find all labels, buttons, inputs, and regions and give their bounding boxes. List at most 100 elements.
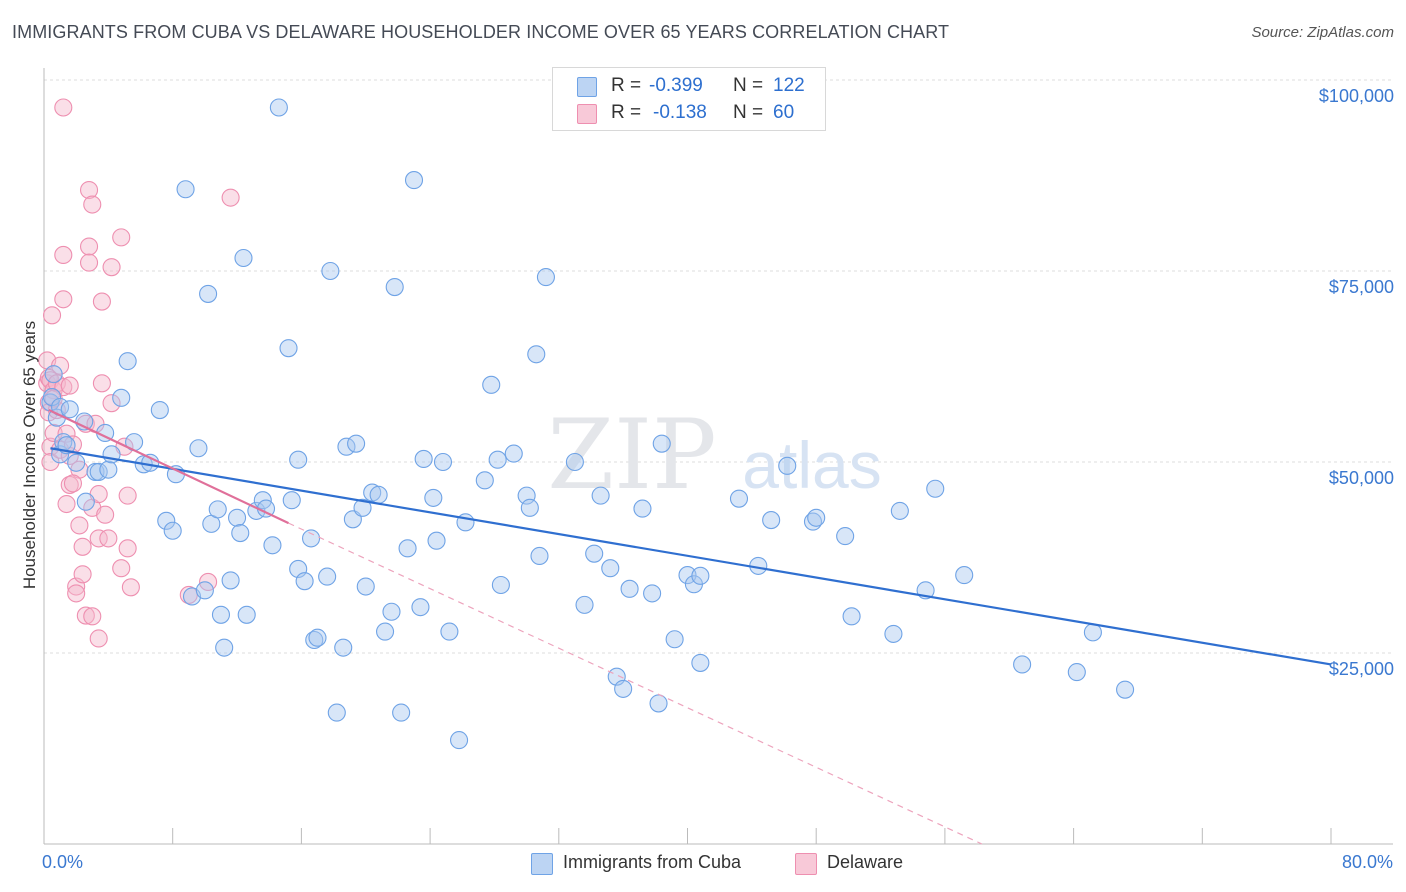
watermark-atlas: atlas xyxy=(742,428,881,502)
cuba-point xyxy=(392,703,411,722)
cuba-point xyxy=(318,567,337,586)
cuba-point xyxy=(279,339,298,358)
watermark: ZIP atlas xyxy=(547,399,881,511)
delaware-point xyxy=(118,539,137,558)
cuba-point xyxy=(385,277,404,297)
delaware-point xyxy=(83,195,102,214)
cuba-point xyxy=(620,579,639,598)
cuba-point xyxy=(482,375,501,394)
delaware-point xyxy=(83,607,102,626)
cuba-point xyxy=(215,638,234,657)
cuba-point xyxy=(504,444,523,463)
delaware-point xyxy=(44,423,63,443)
cuba-point xyxy=(884,624,903,643)
bottom-legend-swatch-cuba xyxy=(531,853,553,875)
delaware-point xyxy=(60,376,79,395)
legend-n-value-delaware: 60 xyxy=(773,102,795,123)
cuba-point xyxy=(527,345,546,364)
cuba-point xyxy=(112,388,131,407)
cuba-point xyxy=(652,434,671,453)
cuba-point xyxy=(591,486,610,505)
cuba-point xyxy=(337,437,356,456)
cuba-point xyxy=(150,400,169,420)
x-tick-label-max: 80.0% xyxy=(1341,852,1393,872)
legend-n-label: N = xyxy=(733,102,764,123)
cuba-point xyxy=(729,489,749,508)
cuba-point xyxy=(536,268,555,287)
cuba-point xyxy=(1013,655,1032,674)
bottom-legend-label-cuba: Immigrants from Cuba xyxy=(563,852,742,872)
cuba-point xyxy=(450,731,469,750)
x-tick-label-min: 0.0% xyxy=(42,852,84,872)
cuba-point xyxy=(565,452,584,472)
cuba-point xyxy=(356,577,375,596)
delaware-point xyxy=(41,452,60,472)
cuba-point xyxy=(665,630,684,649)
y-tick-label-75000: $75,000 xyxy=(1328,277,1394,297)
cuba-point xyxy=(231,524,250,543)
delaware-point xyxy=(76,606,95,625)
cuba-point xyxy=(295,572,314,591)
cuba-point xyxy=(118,352,137,371)
cuba-point xyxy=(308,628,327,647)
legend-swatch-delaware xyxy=(577,104,597,124)
cuba-point xyxy=(208,500,227,519)
bottom-legend-swatch-delaware xyxy=(795,853,817,875)
delaware-point xyxy=(118,486,137,505)
cuba-point xyxy=(302,529,321,548)
cuba-point xyxy=(382,602,401,621)
delaware-point xyxy=(89,529,108,548)
legend-n-value-cuba: 122 xyxy=(773,75,805,96)
cuba-point xyxy=(427,531,446,550)
cuba-point xyxy=(189,439,208,458)
cuba-point xyxy=(836,527,855,546)
cuba-point xyxy=(176,180,195,199)
y-tick-label-100000: $100,000 xyxy=(1318,86,1394,106)
cuba-point xyxy=(199,284,218,303)
cuba-point xyxy=(327,703,346,722)
chart-title: IMMIGRANTS FROM CUBA VS DELAWARE HOUSEHO… xyxy=(12,22,950,42)
legend-n-label: N = xyxy=(733,75,764,96)
cuba-point xyxy=(269,98,288,117)
delaware-trend-line xyxy=(48,409,289,525)
legend-r-label: R = xyxy=(611,75,642,96)
cuba-point xyxy=(228,508,247,527)
legend-swatch-cuba xyxy=(577,77,597,97)
cuba-point xyxy=(99,460,118,479)
cuba-point xyxy=(411,598,430,617)
cuba-point xyxy=(424,488,443,507)
cuba-point xyxy=(440,622,459,641)
cuba-point xyxy=(520,498,539,517)
trend-lines xyxy=(48,409,1332,845)
delaware-point xyxy=(92,292,111,311)
cuba-point xyxy=(807,508,826,527)
delaware-points xyxy=(38,98,240,648)
stats-legend: R = -0.399 N = 122 R = -0.138 N = 60 xyxy=(552,67,826,131)
delaware-point xyxy=(121,578,140,597)
bottom-legend-label-delaware: Delaware xyxy=(827,852,904,872)
delaware-point xyxy=(67,584,86,603)
delaware-point xyxy=(73,537,92,556)
cuba-point xyxy=(398,539,417,558)
cuba-point xyxy=(60,400,79,419)
delaware-point xyxy=(99,529,118,548)
cuba-point xyxy=(347,434,366,453)
cuba-point xyxy=(234,248,253,268)
cuba-point xyxy=(691,566,710,585)
cuba-point xyxy=(530,546,549,566)
cuba-point xyxy=(157,511,176,530)
cuba-point xyxy=(195,581,214,600)
delaware-point xyxy=(42,306,62,325)
delaware-point xyxy=(96,505,115,524)
legend-r-value-cuba: -0.399 xyxy=(649,75,703,96)
cuba-point xyxy=(369,485,388,504)
cuba-point xyxy=(678,566,697,585)
cuba-point xyxy=(334,638,353,657)
cuba-point xyxy=(67,453,86,472)
cuba-point xyxy=(1067,663,1086,682)
delaware-point xyxy=(221,188,240,207)
y-tick-label-50000: $50,000 xyxy=(1328,468,1394,488)
cuba-point xyxy=(926,479,945,498)
cuba-point xyxy=(433,452,453,472)
